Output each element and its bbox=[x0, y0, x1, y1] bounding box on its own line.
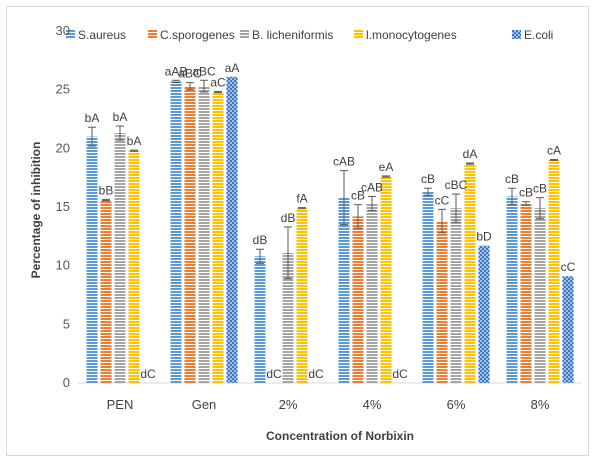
data-label: dC bbox=[140, 367, 156, 381]
x-axis-title: Concentration of Norbixin bbox=[266, 429, 414, 443]
legend-swatch bbox=[354, 30, 363, 39]
chart-frame bbox=[6, 6, 589, 456]
data-label: cB bbox=[533, 182, 547, 196]
data-label: cB bbox=[351, 189, 365, 203]
data-label: dC bbox=[266, 367, 282, 381]
bar bbox=[464, 163, 476, 383]
data-label: dC bbox=[308, 367, 324, 381]
data-label: fA bbox=[296, 192, 307, 206]
bar bbox=[478, 245, 490, 383]
bar bbox=[282, 252, 294, 383]
data-label: eA bbox=[379, 160, 394, 174]
bar bbox=[506, 196, 518, 383]
y-tick-label: 5 bbox=[63, 316, 70, 331]
y-tick-label: 0 bbox=[63, 375, 70, 390]
legend-label: E.coli bbox=[524, 28, 553, 42]
bar bbox=[254, 256, 266, 383]
data-label: dC bbox=[392, 367, 408, 381]
data-label: aBC bbox=[178, 67, 202, 81]
data-label: aBC bbox=[192, 64, 216, 78]
legend-label: l.monocytogenes bbox=[366, 28, 457, 42]
data-label: cAB bbox=[333, 155, 355, 169]
x-axis: PEN Gen 2% 4% 6% 8% bbox=[78, 382, 582, 412]
data-label: bB bbox=[99, 183, 114, 197]
bar bbox=[226, 76, 238, 383]
data-label: dB bbox=[253, 233, 268, 247]
bar bbox=[296, 208, 308, 383]
data-label: dB bbox=[281, 211, 296, 225]
data-label: cA bbox=[547, 143, 561, 157]
bar bbox=[422, 191, 434, 383]
y-tick-label: 25 bbox=[56, 82, 70, 97]
data-label: aAB bbox=[165, 64, 188, 78]
y-tick-label: 10 bbox=[56, 258, 70, 273]
legend-swatch bbox=[512, 30, 521, 39]
data-label: cB bbox=[519, 186, 533, 200]
bar bbox=[184, 86, 196, 383]
data-label: cB bbox=[421, 172, 435, 186]
legend-swatch bbox=[240, 30, 249, 39]
y-axis-title: Percentage of inhibition bbox=[29, 142, 43, 279]
bar bbox=[366, 203, 378, 383]
y-axis: 0 5 10 15 20 25 30 bbox=[56, 23, 70, 390]
bar bbox=[352, 216, 364, 383]
y-tick-label: 30 bbox=[56, 23, 70, 38]
bar bbox=[534, 208, 546, 383]
bar bbox=[100, 199, 112, 383]
x-tick-label: Gen bbox=[192, 397, 217, 412]
data-label: cAB bbox=[361, 180, 383, 194]
bar bbox=[212, 92, 224, 383]
bar bbox=[450, 208, 462, 383]
data-label: cBC bbox=[445, 178, 468, 192]
bar bbox=[548, 160, 560, 383]
legend-swatch bbox=[66, 30, 75, 39]
data-label: bA bbox=[85, 111, 100, 125]
data-label: dA bbox=[463, 147, 478, 161]
y-tick-label: 20 bbox=[56, 140, 70, 155]
x-tick-label: 8% bbox=[531, 397, 550, 412]
x-tick-label: PEN bbox=[107, 397, 134, 412]
x-tick-label: 2% bbox=[279, 397, 298, 412]
bar bbox=[520, 203, 532, 383]
legend-label: B. licheniformis bbox=[252, 28, 333, 42]
bar bbox=[380, 176, 392, 383]
bar bbox=[338, 197, 350, 383]
legend-swatch bbox=[148, 30, 157, 39]
data-label: aA bbox=[225, 61, 240, 75]
data-label: cB bbox=[505, 172, 519, 186]
bar bbox=[170, 81, 182, 383]
legend-label: C.sporogenes bbox=[160, 28, 235, 42]
x-tick-label: 6% bbox=[447, 397, 466, 412]
y-tick-label: 15 bbox=[56, 199, 70, 214]
error-bars bbox=[88, 79, 558, 280]
bar bbox=[86, 136, 98, 383]
bar bbox=[436, 221, 448, 383]
legend: S.aureus C.sporogenes B. licheniformis l.mo… bbox=[66, 28, 553, 42]
data-label: cC bbox=[435, 193, 450, 207]
data-label: bD bbox=[476, 230, 492, 244]
data-label: cC bbox=[561, 260, 576, 274]
legend-label: S.aureus bbox=[78, 28, 126, 42]
bar bbox=[128, 150, 140, 383]
bar bbox=[562, 276, 574, 383]
bar bbox=[114, 133, 126, 383]
bars bbox=[86, 76, 574, 383]
x-tick-label: 4% bbox=[363, 397, 382, 412]
data-label: bA bbox=[113, 110, 128, 124]
bar bbox=[198, 86, 210, 383]
data-label: aC bbox=[210, 75, 226, 89]
data-label: bA bbox=[127, 134, 142, 148]
